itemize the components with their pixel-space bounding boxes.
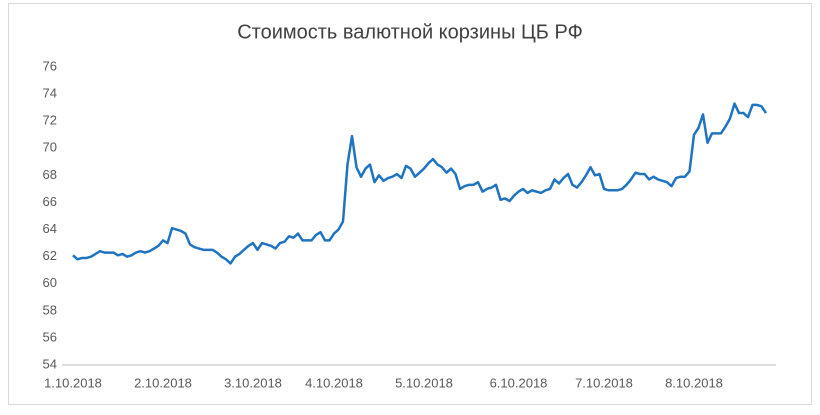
x-tick-label: 6.10.2018 — [490, 375, 548, 390]
y-tick-label: 76 — [43, 58, 57, 73]
x-tick-label: 8.10.2018 — [665, 375, 723, 390]
y-tick-label: 54 — [43, 356, 57, 371]
chart-title: Стоимость валютной корзины ЦБ РФ — [237, 21, 583, 43]
x-tick-label: 3.10.2018 — [224, 375, 282, 390]
x-tick-label: 2.10.2018 — [134, 375, 192, 390]
y-tick-label: 70 — [43, 140, 57, 155]
y-tick-label: 64 — [43, 221, 57, 236]
y-tick-label: 68 — [43, 167, 57, 182]
y-tick-label: 58 — [43, 302, 57, 317]
x-tick-label: 1.10.2018 — [44, 375, 102, 390]
x-tick-label: 5.10.2018 — [395, 375, 453, 390]
data-line — [72, 102, 768, 265]
chart-frame — [8, 3, 812, 405]
y-tick-label: 72 — [43, 113, 57, 128]
y-tick-label: 56 — [43, 329, 57, 344]
y-tick-label: 60 — [43, 275, 57, 290]
x-tick-label: 4.10.2018 — [305, 375, 363, 390]
y-tick-label: 74 — [43, 86, 57, 101]
y-tick-label: 66 — [43, 194, 57, 209]
y-tick-label: 62 — [43, 248, 57, 263]
x-tick-label: 7.10.2018 — [575, 375, 633, 390]
